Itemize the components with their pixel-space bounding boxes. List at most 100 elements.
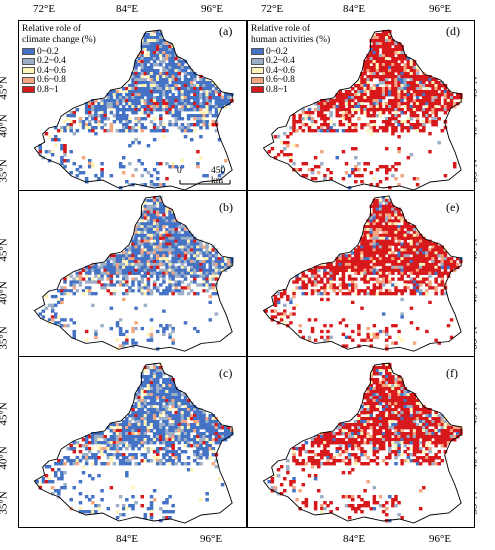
map-cell bbox=[174, 274, 179, 278]
map-cell bbox=[409, 271, 414, 275]
map-cell bbox=[431, 84, 435, 88]
map-cell bbox=[316, 126, 321, 130]
map-cell bbox=[456, 426, 460, 430]
map-cell bbox=[388, 271, 392, 275]
map-cell bbox=[146, 447, 151, 451]
map-cell bbox=[174, 57, 179, 61]
map-cell bbox=[159, 117, 163, 121]
map-cell bbox=[418, 123, 423, 127]
map-cell bbox=[316, 444, 321, 448]
map-cell bbox=[174, 405, 179, 409]
map-cell bbox=[91, 129, 95, 133]
map-cell bbox=[199, 432, 203, 436]
map-cell bbox=[400, 399, 404, 403]
map-cell bbox=[208, 318, 212, 322]
map-cell bbox=[425, 108, 429, 112]
map-cell bbox=[155, 54, 160, 58]
map-cell bbox=[91, 280, 95, 284]
map-cell bbox=[91, 102, 95, 106]
map-cell bbox=[131, 432, 135, 436]
map-cell bbox=[137, 435, 141, 439]
map-cell bbox=[180, 225, 185, 229]
map-cell bbox=[128, 441, 132, 445]
map-cell bbox=[378, 63, 383, 67]
map-cell bbox=[131, 90, 135, 94]
map-cell bbox=[128, 254, 132, 258]
map-cell bbox=[199, 453, 203, 457]
map-cell bbox=[53, 315, 58, 319]
map-cell bbox=[199, 462, 203, 466]
map-cell bbox=[180, 93, 185, 97]
map-cell bbox=[115, 504, 120, 508]
map-cell bbox=[406, 420, 411, 424]
map-cell bbox=[174, 81, 179, 85]
map-cell bbox=[372, 332, 377, 337]
map-cell bbox=[406, 390, 411, 394]
map-cell bbox=[400, 174, 404, 178]
map-cell bbox=[378, 198, 383, 203]
map-cell bbox=[214, 90, 219, 94]
map-cell bbox=[449, 262, 454, 267]
map-cell bbox=[94, 268, 98, 273]
map-cell bbox=[391, 432, 395, 436]
map-cell bbox=[369, 225, 374, 229]
map-cell bbox=[388, 228, 392, 232]
map-cell bbox=[177, 429, 182, 433]
map-cell bbox=[125, 432, 129, 436]
map-cell bbox=[409, 438, 414, 442]
map-cell bbox=[363, 69, 367, 73]
map-cell bbox=[273, 135, 278, 139]
map-cell bbox=[214, 108, 219, 112]
map-cell bbox=[369, 228, 374, 232]
map-cell bbox=[394, 438, 398, 442]
map-cell bbox=[115, 438, 120, 442]
map-cell bbox=[128, 432, 132, 436]
map-cell bbox=[162, 99, 166, 103]
map-cell bbox=[223, 102, 228, 106]
map-cell bbox=[415, 105, 420, 109]
map-cell bbox=[205, 102, 209, 106]
map-cell bbox=[155, 69, 160, 73]
map-cell bbox=[384, 63, 389, 67]
map-cell bbox=[183, 251, 188, 255]
map-cell bbox=[354, 251, 358, 255]
map-cell bbox=[109, 96, 114, 100]
map-cell bbox=[134, 75, 138, 79]
map-cell bbox=[372, 257, 377, 261]
map-cell bbox=[394, 393, 398, 397]
map-cell bbox=[366, 222, 370, 226]
map-cell bbox=[381, 438, 386, 442]
map-cell bbox=[118, 432, 123, 436]
map-cell bbox=[118, 326, 123, 331]
map-cell bbox=[125, 474, 129, 478]
map-cell bbox=[168, 45, 172, 49]
map-cell bbox=[431, 102, 435, 106]
map-cell bbox=[397, 219, 401, 223]
map-cell bbox=[165, 78, 169, 82]
map-cell bbox=[171, 254, 175, 258]
map-cell bbox=[131, 447, 135, 451]
map-cell bbox=[320, 329, 324, 334]
map-cell bbox=[431, 429, 435, 433]
map-cell bbox=[338, 96, 343, 100]
map-cell bbox=[78, 280, 83, 284]
map-cell bbox=[388, 117, 392, 121]
map-cell bbox=[422, 271, 426, 275]
map-cell bbox=[193, 84, 197, 88]
map-cell bbox=[418, 435, 423, 439]
map-cell bbox=[118, 117, 123, 121]
map-cell bbox=[171, 102, 175, 106]
map-cell bbox=[425, 90, 429, 94]
map-cell bbox=[57, 468, 61, 472]
map-cell bbox=[363, 93, 367, 97]
map-cell bbox=[177, 271, 182, 275]
map-cell bbox=[50, 153, 55, 157]
map-cell bbox=[84, 280, 89, 284]
map-cell bbox=[394, 292, 398, 296]
map-cell bbox=[115, 274, 120, 278]
map-cell bbox=[186, 429, 191, 433]
map-cell bbox=[159, 42, 163, 46]
map-cell bbox=[357, 99, 361, 103]
map-cell bbox=[394, 51, 398, 55]
map-cell bbox=[341, 129, 346, 133]
